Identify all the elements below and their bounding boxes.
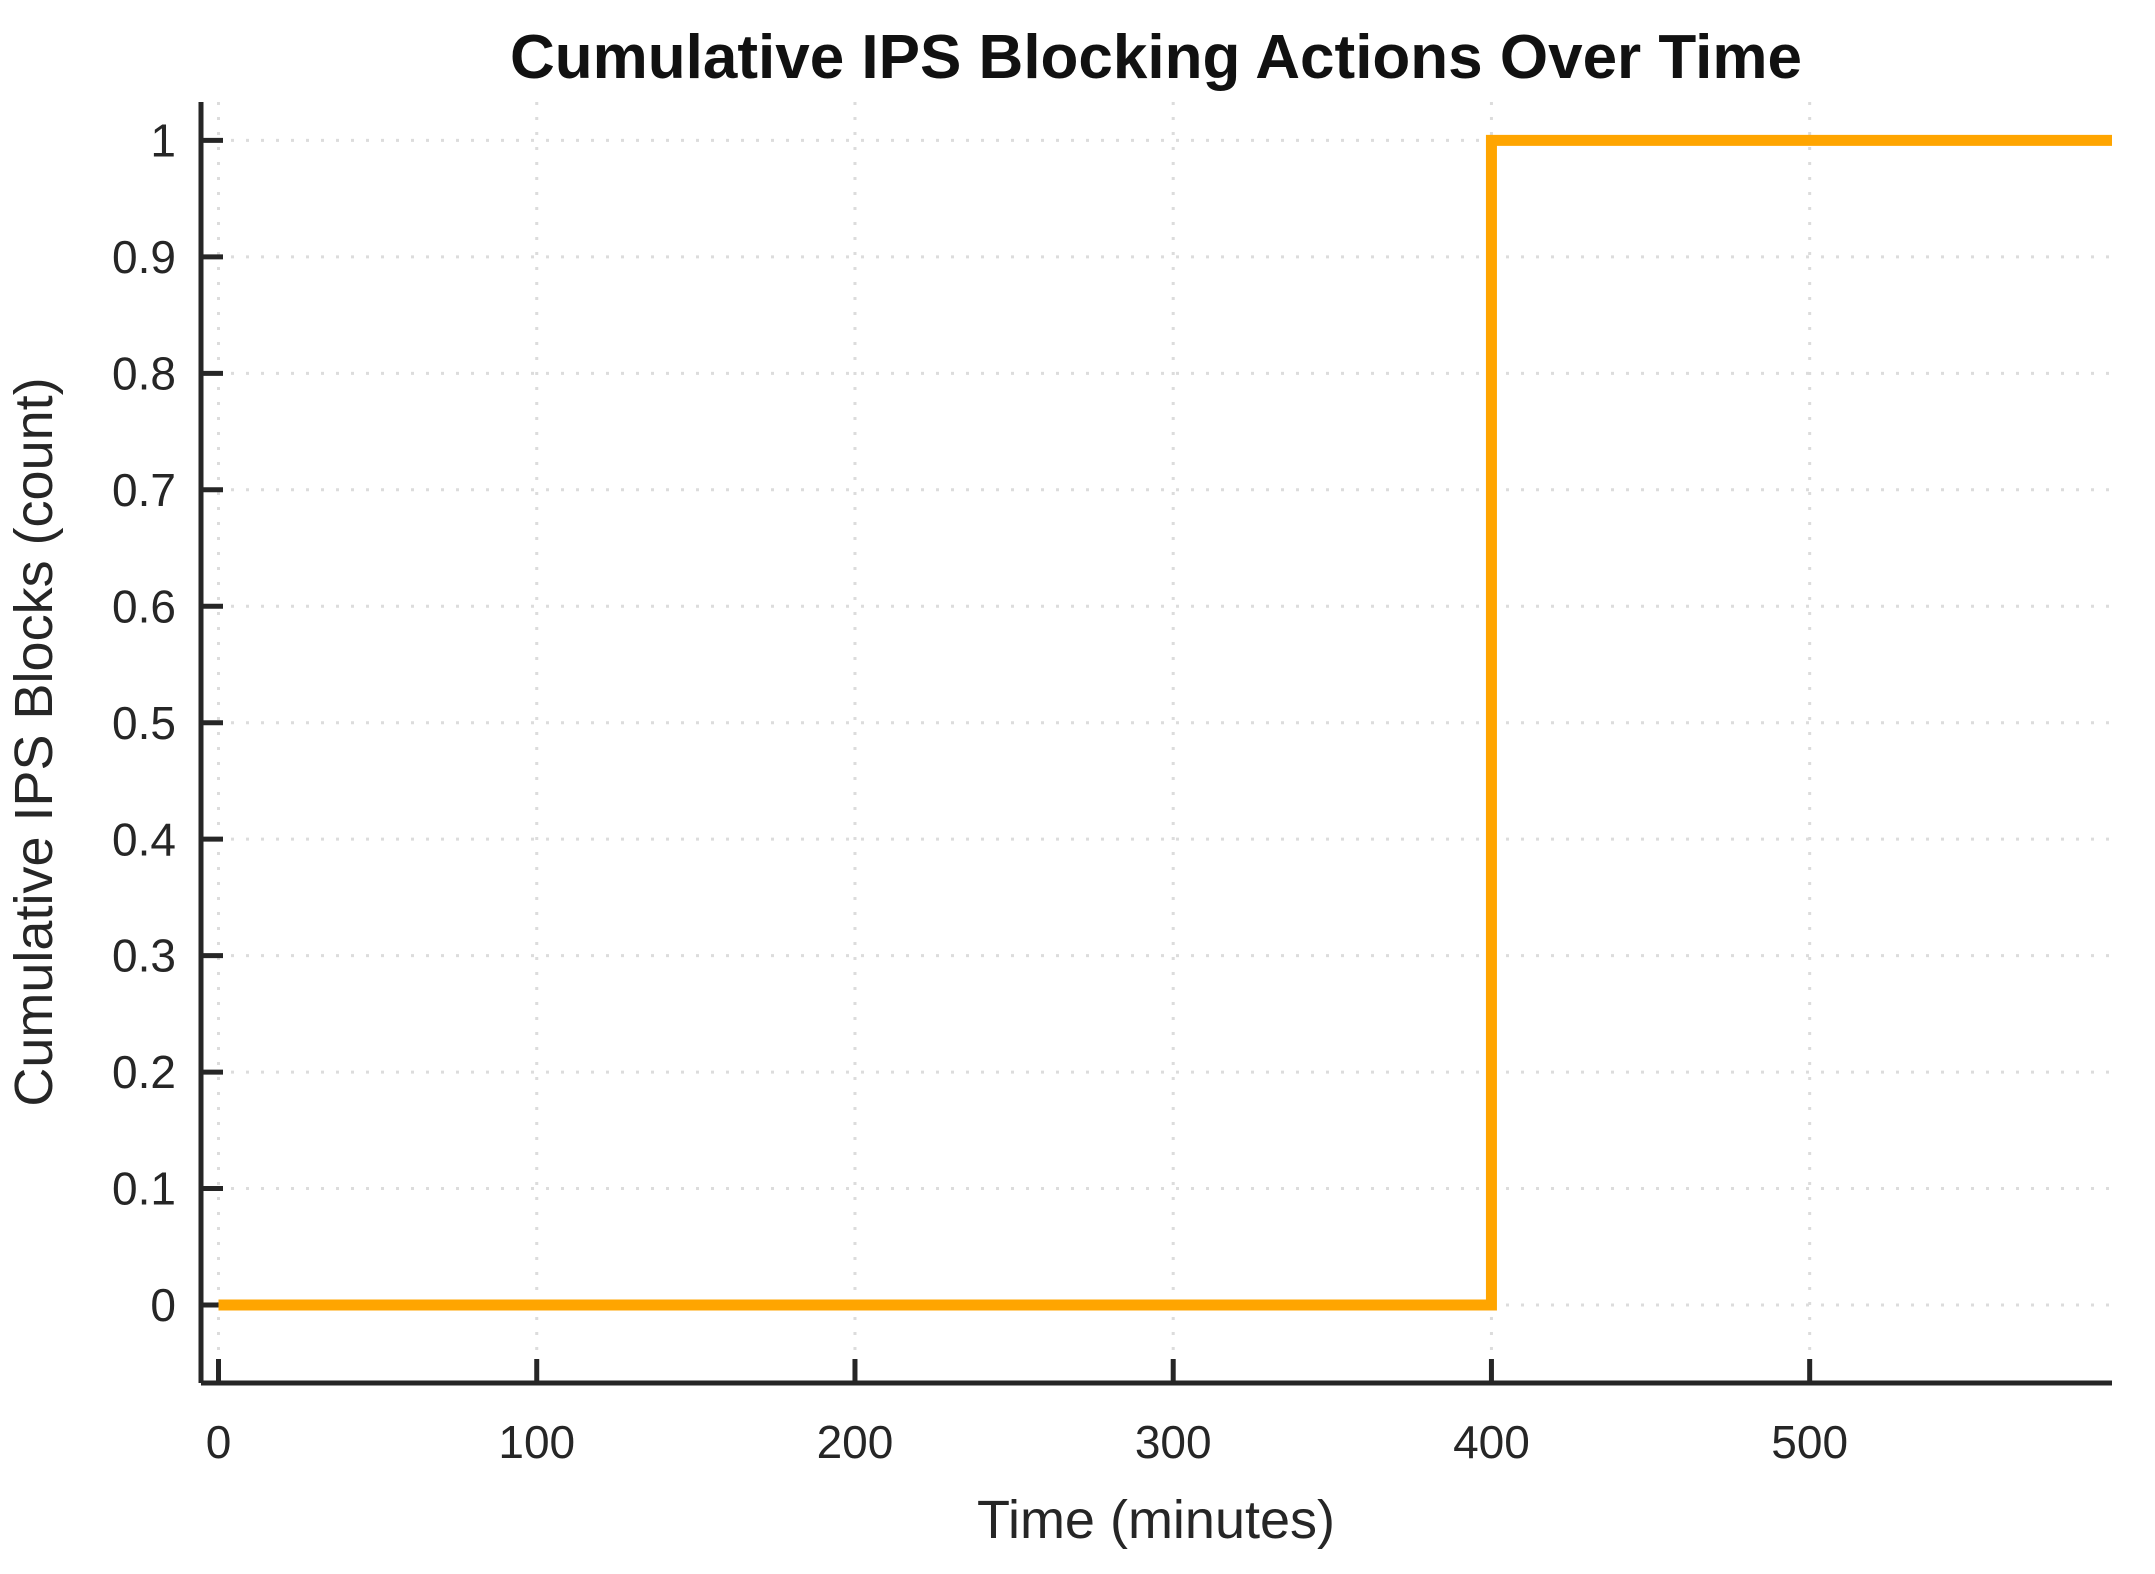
tick-layer (201, 137, 1813, 1383)
x-tick-label: 100 (498, 1416, 575, 1468)
y-tick-label: 0.6 (112, 580, 176, 632)
y-tick-label: 0.4 (112, 813, 176, 865)
tick-label-layer: 0 100 200 300 400 500 0 0.1 0.2 0.3 0.4 0.5 0.6 0.7 0.… (112, 115, 1848, 1468)
x-tick-label: 200 (817, 1416, 894, 1468)
y-axis-label: Cumulative IPS Blocks (count) (4, 377, 64, 1106)
y-tick-label: 1 (150, 115, 176, 167)
y-tick-label: 0.9 (112, 231, 176, 283)
y-tick-label: 0.8 (112, 347, 176, 399)
x-axis-label: Time (minutes) (977, 1490, 1335, 1550)
x-tick-label: 0 (206, 1416, 232, 1468)
x-tick-label: 500 (1771, 1416, 1848, 1468)
y-tick-label: 0.7 (112, 464, 176, 516)
y-tick-label: 0.2 (112, 1046, 176, 1098)
x-tick-label: 400 (1453, 1416, 1530, 1468)
x-tick-label: 300 (1135, 1416, 1212, 1468)
y-tick-label: 0.5 (112, 697, 176, 749)
y-tick-label: 0 (150, 1279, 176, 1331)
y-tick-label: 0.3 (112, 930, 176, 982)
grid-layer (201, 102, 2112, 1383)
chart-title: Cumulative IPS Blocking Actions Over Tim… (510, 23, 1802, 92)
series-layer (218, 134, 2112, 1311)
step-line (218, 134, 2112, 1311)
y-tick-label: 0.1 (112, 1163, 176, 1215)
